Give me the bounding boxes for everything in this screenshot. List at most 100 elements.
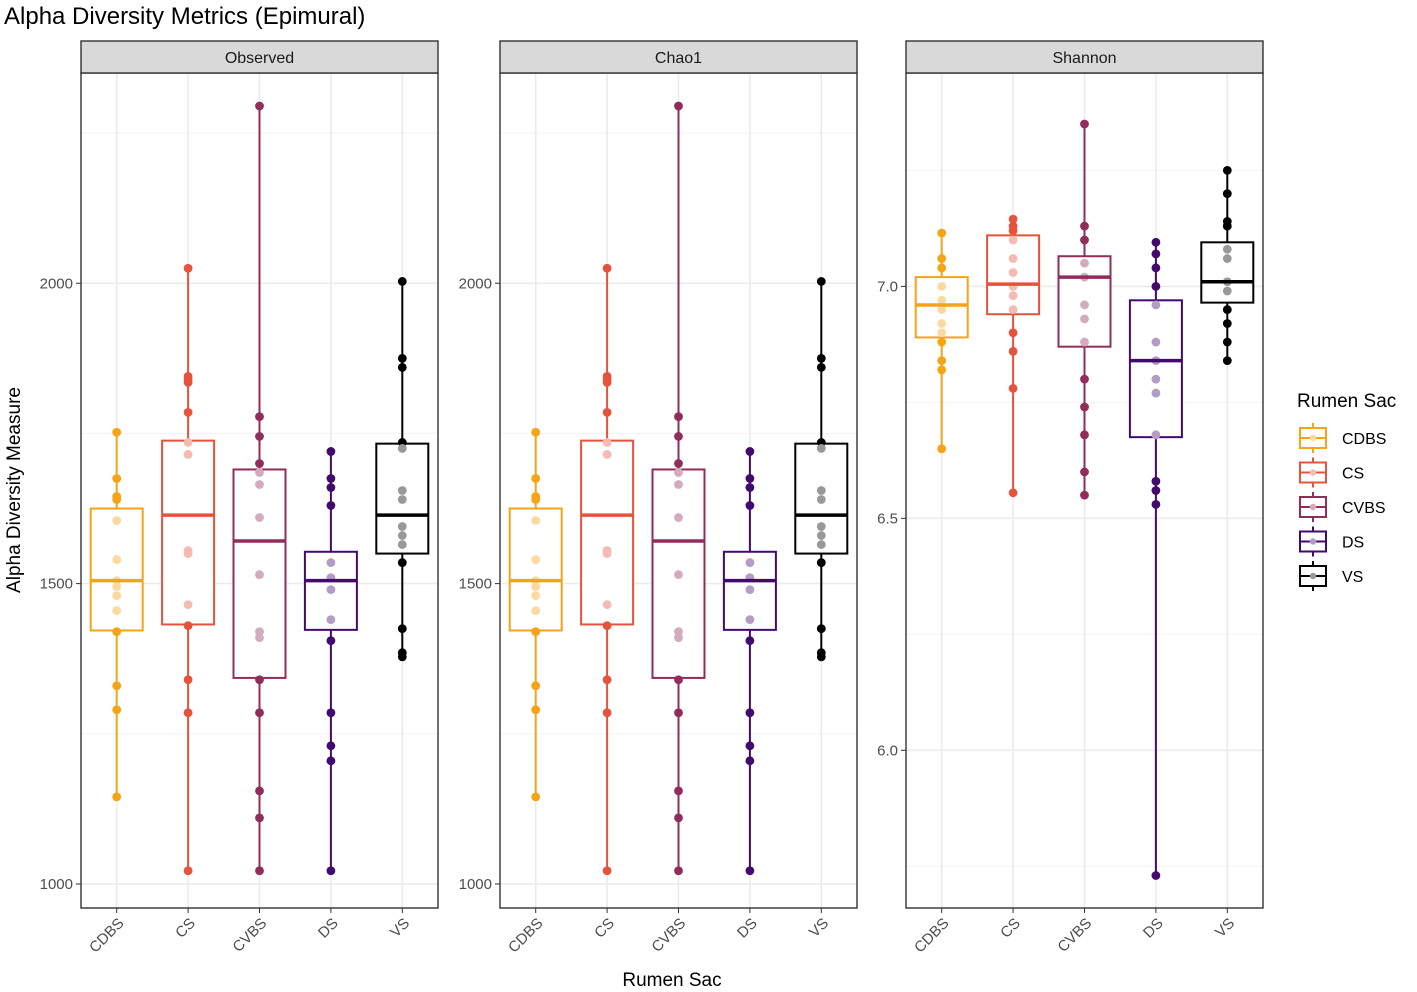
data-point [674,866,683,876]
box [161,439,216,626]
y-tick-label: 2000 [40,275,73,292]
data-point [1008,214,1018,224]
data-point [745,708,755,718]
data-point [1008,305,1018,314]
data-point [816,652,826,662]
data-point [1222,244,1232,254]
panel-chao1: CDBS CS CVBS DS VS 1000 1500 2000 Chao1 [459,40,858,956]
data-point [745,866,755,876]
data-point [1080,337,1089,347]
data-point [531,555,541,564]
data-point [1008,235,1018,245]
legend-key-point [1309,572,1317,580]
data-point [397,444,407,453]
box-group-vs [1200,166,1255,366]
facet-strip [499,40,858,74]
data-point [1080,314,1089,324]
data-point [255,513,264,522]
data-point [816,522,826,531]
data-point [1008,384,1018,393]
data-point [674,633,683,643]
data-point [1151,430,1161,440]
data-point [531,792,541,802]
y-tick-label: 1500 [459,576,492,593]
data-point [255,633,264,643]
data-point [531,627,541,637]
data-point [1222,356,1232,366]
data-point [397,531,407,540]
data-point [183,408,193,417]
data-point [1008,226,1018,236]
facet-strip [80,40,439,74]
chart-title: Alpha Diversity Metrics (Epimural) [4,3,365,30]
facet-panels: CDBS CS CVBS DS VS 1000 1500 2000 Observed CDBS CS… [40,40,1264,956]
data-point [674,513,683,522]
data-point [1151,476,1161,486]
x-tick-label: VS [1212,915,1238,941]
data-point [816,277,826,286]
data-point [745,615,755,625]
data-point [1080,402,1089,412]
data-point [745,741,755,751]
legend-label: CS [1342,466,1364,483]
x-tick-label: VS [387,915,413,941]
data-point [816,624,826,634]
data-point [602,549,612,558]
x-axis-title: Rumen Sac [622,970,721,991]
box-group-cdbs [89,427,144,802]
panel-shannon: CDBS CS CVBS DS VS 6.0 6.5 7.0 Shannon [877,40,1264,956]
legend-key-point [1309,538,1317,545]
data-point [1080,119,1089,129]
x-tick-label: CS [997,915,1024,942]
data-point [816,531,826,540]
facet-strip [905,40,1264,74]
legend-key-point [1309,503,1317,511]
legend-entry-cvbs: CVBS [1299,492,1386,522]
data-point [255,459,264,468]
data-point [937,228,947,238]
box-group-cvbs [1057,119,1112,500]
data-point [112,627,122,637]
data-point [255,866,264,876]
data-point [326,636,336,646]
data-point [112,582,122,592]
data-point [937,263,947,273]
data-point [397,540,407,549]
data-point [745,636,755,646]
data-point [531,705,541,715]
data-point [183,708,193,718]
legend-entry-ds: DS [1299,526,1364,557]
data-point [1151,300,1161,310]
data-point [1151,237,1161,247]
data-point [183,438,193,447]
data-point [1222,319,1232,328]
data-point [674,813,683,823]
data-point [326,741,336,751]
data-point [674,459,683,468]
data-point [255,675,264,685]
legend-label: CDBS [1342,431,1386,448]
data-point [1008,328,1018,338]
data-point [745,501,755,510]
y-tick-label: 6.0 [877,742,898,759]
panel-observed: CDBS CS CVBS DS VS 1000 1500 2000 Observed [40,40,439,956]
data-point [531,516,541,525]
data-point [326,585,336,595]
box-group-cdbs [508,427,563,802]
data-point [112,681,122,691]
data-point [745,474,755,483]
data-point [1151,500,1161,509]
facet-strip-label: Chao1 [655,50,702,67]
data-point [816,486,826,495]
legend-entry-vs: VS [1299,561,1363,591]
data-point [1222,286,1232,296]
data-point [937,281,947,291]
facet-strip-label: Observed [225,50,294,67]
x-tick-label: CVBS [229,915,270,956]
y-tick-label: 1000 [459,876,492,893]
data-point [326,866,336,876]
data-point [937,444,947,454]
data-point [1080,300,1089,310]
data-point [112,555,122,564]
x-tick-label: CDBS [505,915,546,956]
